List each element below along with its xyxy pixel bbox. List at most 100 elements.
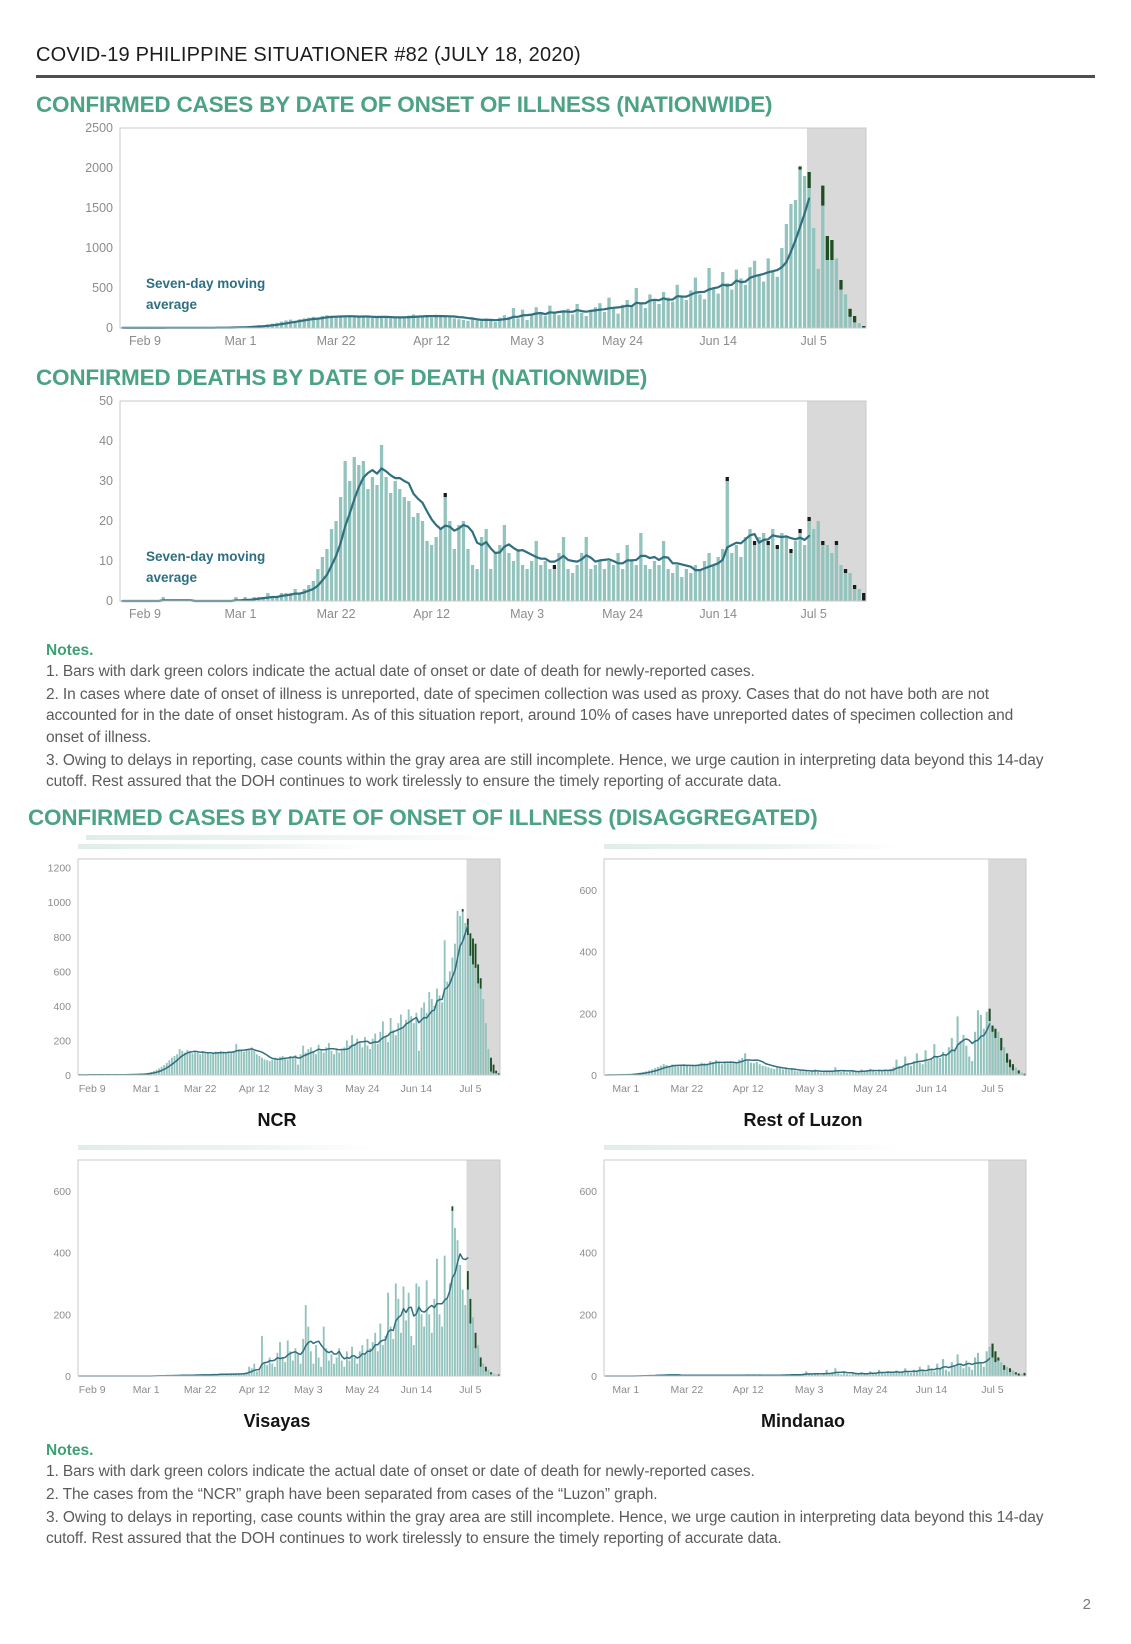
note-item: 2. In cases where date of onset of illne… [46, 685, 1014, 747]
svg-text:Jun 14: Jun 14 [699, 607, 737, 621]
svg-text:400: 400 [579, 1248, 597, 1260]
svg-text:Apr 12: Apr 12 [239, 1384, 270, 1396]
chart-mindanao: 0 200 400 600 Mar 1 Mar 22 Apr 12 May 3 May 24 Ju… [564, 1152, 1042, 1409]
svg-text:Feb 9: Feb 9 [129, 607, 161, 621]
section-title-disaggregated: CONFIRMED CASES BY DATE OF ONSET OF ILLN… [28, 805, 818, 831]
section-title-cases-nationwide: CONFIRMED CASES BY DATE OF ONSET OF ILLN… [36, 92, 773, 117]
svg-text:Jul 5: Jul 5 [800, 607, 826, 621]
faint-artifact [604, 1145, 901, 1151]
svg-text:600: 600 [579, 885, 597, 897]
chart-visayas: 0 200 400 600 Feb 9 Mar 1 Mar 22 Apr 12 May 3 May… [38, 1152, 516, 1409]
svg-text:Jun 14: Jun 14 [401, 1384, 433, 1396]
svg-text:May 3: May 3 [510, 607, 544, 621]
svg-text:200: 200 [53, 1036, 71, 1048]
svg-text:600: 600 [53, 966, 71, 978]
svg-text:May 24: May 24 [853, 1384, 888, 1396]
chart-deaths-nationwide: 0 10 20 30 40 50 Feb 9 Mar 1 Mar 22 Apr 12 May 3 Ma… [72, 394, 1131, 632]
svg-text:200: 200 [53, 1309, 71, 1321]
svg-text:800: 800 [53, 932, 71, 944]
svg-text:Jul 5: Jul 5 [800, 334, 826, 348]
svg-text:Apr 12: Apr 12 [733, 1083, 764, 1095]
chart-cell-mindanao: 0 200 400 600 Mar 1 Mar 22 Apr 12 May 3 May 24 Ju… [564, 1145, 1042, 1432]
svg-text:0: 0 [591, 1371, 597, 1383]
svg-text:Feb 9: Feb 9 [129, 334, 161, 348]
svg-text:Apr 12: Apr 12 [413, 334, 450, 348]
svg-text:1500: 1500 [85, 201, 113, 215]
svg-text:2500: 2500 [85, 122, 113, 135]
chart-ncr: 0 200 400 600 800 1000 1200 Feb 9 Mar 1 Mar 22 Apr… [38, 851, 516, 1108]
svg-text:May 3: May 3 [294, 1083, 323, 1095]
notes-top: Notes. 1. Bars with dark green colors in… [46, 642, 1095, 793]
chart-cell-ncr: 0 200 400 600 800 1000 1200 Feb 9 Mar 1 Mar 22 Apr… [38, 844, 516, 1131]
svg-text:400: 400 [53, 1248, 71, 1260]
svg-text:Mar 1: Mar 1 [225, 334, 257, 348]
svg-text:Mar 22: Mar 22 [184, 1083, 217, 1095]
faint-artifact [78, 844, 375, 850]
report-page: COVID-19 PHILIPPINE SITUATIONER #82 (JUL… [0, 44, 1131, 1644]
svg-text:0: 0 [65, 1371, 71, 1383]
chart-cell-visayas: 0 200 400 600 Feb 9 Mar 1 Mar 22 Apr 12 May 3 May… [38, 1145, 516, 1432]
chart-title-ncr: NCR [257, 1110, 297, 1131]
faint-artifact [604, 844, 901, 850]
svg-text:May 24: May 24 [602, 334, 643, 348]
svg-text:Jun 14: Jun 14 [916, 1384, 948, 1396]
svg-text:0: 0 [106, 594, 113, 608]
disaggregated-charts-grid: 0 200 400 600 800 1000 1200 Feb 9 Mar 1 Mar 22 Apr… [38, 844, 1068, 1432]
notes-heading: Notes. [46, 1442, 94, 1460]
note-item: 1. Bars with dark green colors indicate … [46, 663, 755, 680]
note-item: 1. Bars with dark green colors indicate … [46, 1463, 755, 1481]
svg-text:Jun 14: Jun 14 [401, 1083, 433, 1095]
chart-title-rest-of-luzon: Rest of Luzon [743, 1110, 863, 1131]
svg-text:1000: 1000 [85, 241, 113, 255]
svg-text:400: 400 [579, 947, 597, 959]
notes-heading: Notes. [46, 642, 94, 659]
svg-text:0: 0 [65, 1070, 71, 1082]
svg-text:Jul 5: Jul 5 [459, 1083, 481, 1095]
section-title-deaths-nationwide: CONFIRMED DEATHS BY DATE OF DEATH (NATIO… [36, 365, 648, 390]
svg-text:Feb 9: Feb 9 [79, 1083, 106, 1095]
svg-text:Feb 9: Feb 9 [79, 1384, 106, 1396]
svg-text:May 3: May 3 [795, 1083, 824, 1095]
svg-text:Mar 1: Mar 1 [133, 1083, 160, 1095]
svg-text:Apr 12: Apr 12 [239, 1083, 270, 1095]
svg-text:1200: 1200 [48, 863, 72, 875]
svg-text:Mar 1: Mar 1 [133, 1384, 160, 1396]
faint-artifact [86, 835, 506, 841]
svg-text:Mar 22: Mar 22 [317, 334, 356, 348]
svg-text:Jul 5: Jul 5 [981, 1384, 1003, 1396]
svg-text:30: 30 [99, 474, 113, 488]
svg-text:600: 600 [53, 1186, 71, 1198]
svg-text:Mar 22: Mar 22 [317, 607, 356, 621]
chart-rest-of-luzon: 0 200 400 600 Mar 1 Mar 22 Apr 12 May 3 May 24 Ju… [564, 851, 1042, 1108]
svg-text:2000: 2000 [85, 161, 113, 175]
svg-text:Jul 5: Jul 5 [981, 1083, 1003, 1095]
svg-text:Mar 22: Mar 22 [671, 1384, 704, 1396]
svg-text:1000: 1000 [48, 897, 72, 909]
svg-text:May 24: May 24 [853, 1083, 888, 1095]
svg-text:50: 50 [99, 395, 113, 408]
svg-text:600: 600 [579, 1186, 597, 1198]
svg-text:20: 20 [99, 514, 113, 528]
svg-text:Apr 12: Apr 12 [733, 1384, 764, 1396]
svg-text:May 24: May 24 [345, 1083, 380, 1095]
notes-bottom: Notes. 1. Bars with dark green colors in… [46, 1442, 1095, 1550]
faint-artifact [78, 1145, 375, 1151]
svg-text:400: 400 [53, 1001, 71, 1013]
svg-text:average: average [146, 570, 198, 585]
svg-text:500: 500 [92, 281, 113, 295]
header-divider [36, 75, 1095, 78]
svg-text:Mar 22: Mar 22 [671, 1083, 704, 1095]
page-number: 2 [1082, 1596, 1091, 1613]
document-title: COVID-19 PHILIPPINE SITUATIONER #82 (JUL… [36, 44, 581, 66]
svg-text:May 24: May 24 [345, 1384, 380, 1396]
svg-text:Jul 5: Jul 5 [459, 1384, 481, 1396]
svg-text:May 3: May 3 [795, 1384, 824, 1396]
svg-text:Seven-day moving: Seven-day moving [146, 549, 265, 564]
svg-text:May 3: May 3 [510, 334, 544, 348]
svg-text:200: 200 [579, 1309, 597, 1321]
svg-text:Mar 22: Mar 22 [184, 1384, 217, 1396]
chart-cases-nationwide: 0 500 1000 1500 2000 2500 Feb 9 Mar 1 Mar 22 Apr … [72, 121, 1131, 359]
note-item: 3. Owing to delays in reporting, case co… [46, 751, 1044, 791]
chart-title-mindanao: Mindanao [761, 1411, 845, 1432]
svg-text:Jun 14: Jun 14 [916, 1083, 948, 1095]
